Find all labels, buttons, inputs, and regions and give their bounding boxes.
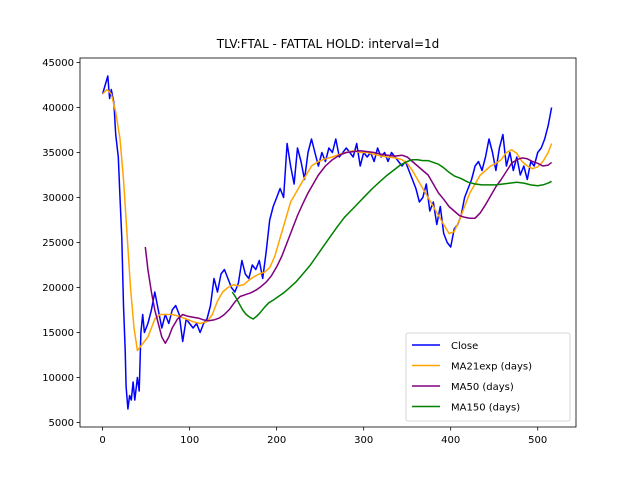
chart-title: TLV:FTAL - FATTAL HOLD: interval=1d: [216, 37, 440, 51]
y-axis: 5000 10000 15000 20000 25000 30000 35000 40000 4…: [42, 58, 80, 429]
legend-label-1: MA21exp (days): [451, 362, 532, 373]
y-tick-label-4: 25000: [42, 238, 74, 249]
series-line-0: [101, 75, 553, 410]
legend-box: [405, 332, 571, 422]
y-tick-label-3: 20000: [42, 283, 74, 294]
x-tick-label-4: 400: [441, 435, 460, 446]
series-line-2: [144, 149, 553, 345]
plot-frame: [79, 57, 577, 428]
series-line-1: [102, 88, 553, 352]
y-tick-label-6: 35000: [42, 148, 74, 159]
legend-label-2: MA50 (days): [451, 382, 514, 393]
x-tick-label-0: 0: [99, 435, 105, 446]
x-tick-label-5: 500: [528, 435, 547, 446]
y-tick-label-5: 30000: [42, 193, 74, 204]
series-layer: [101, 75, 553, 410]
legend-label-0: Close: [451, 341, 478, 352]
y-tick-label-2: 15000: [42, 328, 74, 339]
y-tick-label-0: 5000: [49, 418, 74, 429]
legend: Close MA21exp (days) MA50 (days) MA150 (day…: [405, 332, 571, 422]
x-tick-label-1: 100: [180, 435, 199, 446]
y-tick-label-7: 40000: [42, 103, 74, 114]
series-line-3: [231, 158, 552, 320]
x-tick-label-2: 200: [267, 435, 286, 446]
legend-label-3: MA150 (days): [451, 403, 520, 414]
y-tick-label-8: 45000: [42, 58, 74, 69]
y-tick-label-1: 10000: [42, 373, 74, 384]
x-axis: 0 100 200 300 400 500: [99, 427, 547, 446]
x-tick-label-3: 300: [354, 435, 373, 446]
